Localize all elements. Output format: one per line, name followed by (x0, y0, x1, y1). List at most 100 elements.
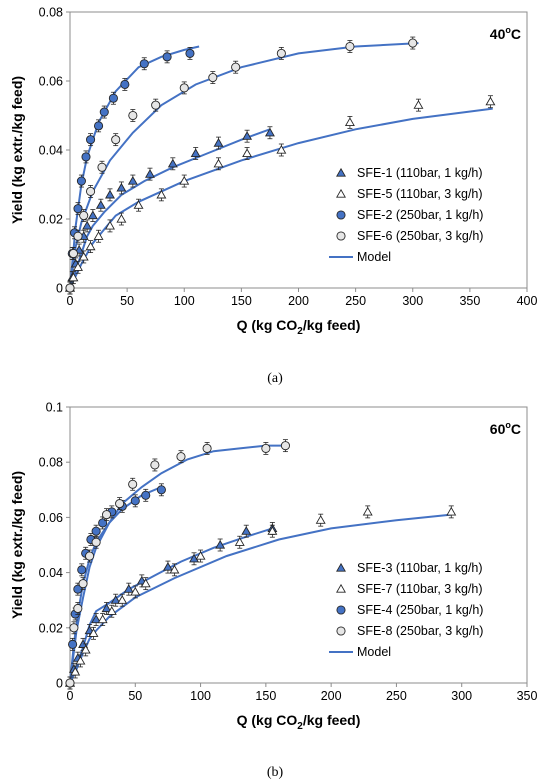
chart-b-data-point (97, 614, 108, 624)
chart-b-data-point (267, 526, 278, 535)
chart-a-data-point (185, 48, 195, 58)
chart-b-x-tick-label: 0 (67, 689, 74, 703)
chart-b-legend-label-2: SFE-7 (110bar, 3 kg/h) (357, 582, 483, 596)
chart-a-data-point (167, 158, 178, 168)
chart-b-data-point (69, 623, 79, 633)
chart-b-data-point (73, 584, 83, 594)
chart-b-data-point (110, 595, 121, 604)
chart-a-data-point (128, 110, 138, 121)
chart-b-data-point (77, 565, 87, 575)
chart-b-series-4 (65, 439, 290, 690)
chart-b-data-point (446, 506, 457, 516)
chart-a-data-point (105, 220, 115, 230)
chart-a-data-point (413, 100, 424, 109)
chart-b-data-point (215, 539, 226, 549)
chart-b-x-tick-label: 50 (128, 689, 142, 703)
chart-a-x-tick-label: 0 (67, 294, 74, 308)
chart-a-legend-label-4: SFE-6 (250bar, 3 kg/h) (357, 229, 483, 243)
chart-b-data-point (85, 551, 95, 561)
chart-a: 0 50 100 150 200 250 300 350 400 0 0.02 0.04 0.06 0.0… (9, 6, 538, 338)
chart-a-data-point (73, 262, 83, 271)
chart-b-legend-label-4: SFE-8 (250bar, 3 kg/h) (357, 624, 483, 638)
chart-a-data-point (108, 93, 118, 103)
chart-a-x-tick-label: 250 (345, 294, 366, 308)
chart-b-data-point (315, 515, 326, 524)
chart-b-x-axis-label: Q (kg CO2/kg feed) (237, 712, 361, 732)
chart-a-legend-label-1: SFE-1 (110bar, 1 kg/h) (357, 166, 483, 180)
caption-a: (a) (267, 371, 283, 386)
chart-b-data-point (140, 578, 151, 588)
chart-a-data-point (86, 186, 96, 196)
chart-b-data-point (261, 443, 271, 453)
chart-a-data-point (151, 100, 161, 110)
chart-a-data-point (82, 220, 93, 230)
chart-a-data-point (105, 189, 115, 199)
chart-b-data-point (195, 550, 206, 560)
chart-a-data-point (179, 175, 190, 185)
chart-a-x-tick-label: 200 (288, 294, 309, 308)
chart-a-legend-model-label: Model (357, 250, 391, 264)
chart-a-data-point (78, 251, 89, 261)
chart-a-x-tick-label: 400 (517, 294, 538, 308)
chart-a-y-tick-label: 0.04 (39, 144, 63, 158)
chart-b-x-tick-label: 200 (321, 689, 342, 703)
chart-b-data-point (91, 614, 102, 624)
chart-a-data-point (111, 135, 121, 145)
chart-b-data-point (280, 441, 290, 451)
chart-a-data-point (231, 62, 241, 72)
chart-a-x-tick-label: 100 (174, 294, 195, 308)
chart-b-data-point (106, 606, 117, 615)
chart-a-series-4 (65, 36, 418, 295)
chart-a-data-point (345, 41, 355, 52)
chart-b-data-point (202, 443, 212, 453)
chart-b-y-tick-label: 0.04 (39, 566, 63, 580)
chart-a-data-point (162, 52, 172, 62)
chart-a-data-point (120, 79, 130, 89)
chart-b-data-point (102, 510, 112, 520)
chart-a-data-point (68, 272, 79, 282)
chart-a-legend-marker-3 (336, 210, 346, 220)
chart-a-data-point (264, 127, 275, 137)
chart-a-legend-label-3: SFE-2 (250bar, 1 kg/h) (357, 208, 483, 222)
chart-b-data-point (150, 460, 160, 470)
chart-a-data-point (99, 107, 109, 117)
chart-b-data-point (70, 666, 81, 676)
chart-a-legend-marker-4 (336, 231, 346, 241)
chart-b-x-tick-label: 300 (451, 689, 472, 703)
chart-b-data-point (91, 526, 101, 536)
chart-b-data-point (75, 655, 86, 665)
chart-b-series-2 (65, 505, 457, 690)
chart-a-temperature-label: 40oC (490, 25, 521, 42)
chart-b-x-tick-label: 350 (517, 689, 538, 703)
chart-b-data-point (91, 537, 101, 547)
chart-b-plot-area (69, 406, 528, 684)
chart-a-data-point (242, 148, 253, 158)
chart-a-data-point (73, 231, 83, 241)
chart-a-data-point (76, 176, 86, 186)
caption-b: (b) (266, 765, 284, 780)
chart-a-y-tick-label: 0.08 (39, 6, 63, 20)
chart-b-data-point (241, 526, 252, 535)
chart-b-data-point (128, 479, 138, 489)
chart-b-data-point (73, 603, 83, 614)
chart-b-data-point (65, 678, 75, 688)
chart-a-y-tick-label: 0.06 (39, 75, 63, 89)
chart-a-x-axis-label: Q (kg CO2/kg feed) (237, 317, 361, 337)
chart-a-data-point (156, 189, 167, 199)
chart-a-data-point (133, 200, 144, 209)
chart-b-legend-marker-3 (336, 605, 346, 615)
chart-b-data-point (189, 553, 200, 563)
chart-a-data-point (94, 121, 104, 131)
chart-b-y-axis-label: Yield (kg extr./kg feed) (9, 471, 25, 619)
chart-b-data-point (80, 644, 91, 654)
chart-a-data-point (86, 135, 96, 145)
chart-b-legend: SFE-3 (110bar, 1 kg/h) SFE-7 (110bar, 3 k… (329, 561, 483, 659)
chart-b-x-tick-label: 100 (190, 689, 211, 703)
chart-b-data-point (117, 595, 128, 604)
chart-b-data-point (115, 499, 125, 509)
chart-a-x-tick-label: 300 (402, 294, 423, 308)
chart-a-x-tick-label: 150 (231, 294, 252, 308)
chart-b-legend-marker-2 (336, 583, 346, 593)
chart-b-model-curve-2 (69, 444, 286, 684)
chart-a-data-point (73, 204, 83, 214)
